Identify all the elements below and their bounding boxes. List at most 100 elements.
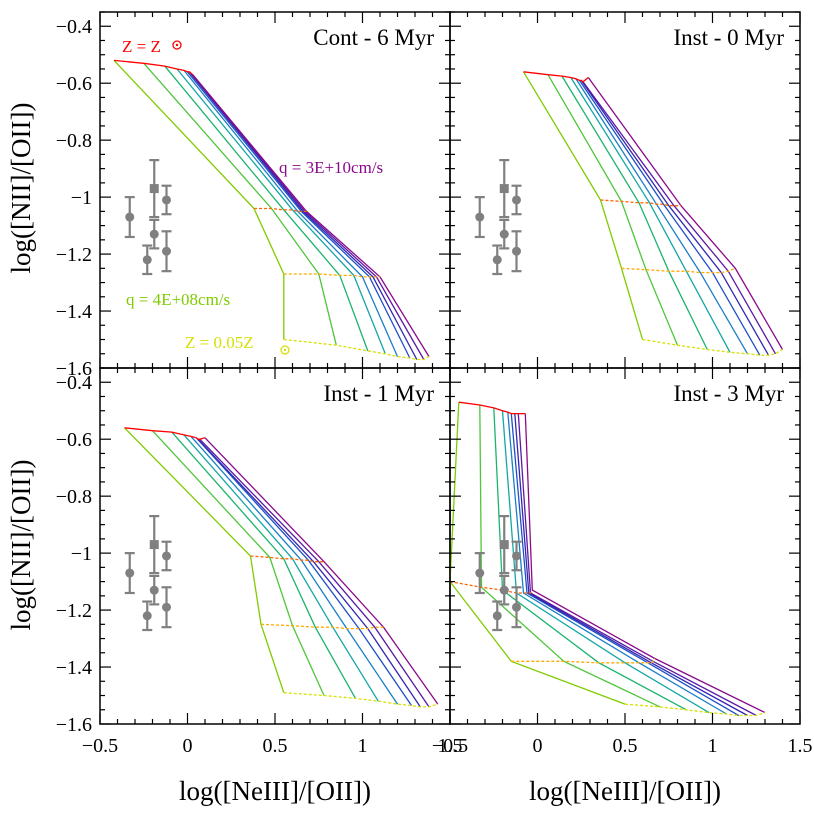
- ionization-line: [479, 404, 661, 708]
- data-point: [512, 246, 521, 256]
- solar-symbol: [172, 40, 182, 50]
- x-tick-label: 1.5: [438, 735, 463, 757]
- ionization-line: [171, 431, 357, 699]
- metallicity-line: [283, 338, 430, 361]
- ionization-line: [514, 413, 748, 717]
- ionization-line: [113, 59, 285, 340]
- metallicity-line: [600, 199, 681, 207]
- ionization-line: [186, 71, 411, 359]
- ionization-line: [547, 74, 679, 346]
- data-point-square: [149, 540, 159, 550]
- data-point-square: [499, 540, 509, 550]
- ionization-line: [176, 68, 386, 355]
- ionization-line: [522, 71, 644, 340]
- ionization-line: [524, 413, 766, 714]
- x-tick-label: 0: [183, 735, 193, 757]
- solar-symbol-dot: [283, 348, 287, 352]
- data-point: [149, 585, 159, 595]
- x-tick-label: −0.5: [82, 735, 118, 757]
- y-tick-label: −1.2: [56, 244, 92, 266]
- x-tick-label: −0.5: [432, 735, 468, 757]
- panel-title: Inst - 1 Myr: [323, 381, 434, 406]
- ionization-line: [183, 434, 379, 702]
- ionization-line: [507, 412, 727, 715]
- data-point: [162, 195, 171, 205]
- y-tick-label: −1: [71, 187, 92, 209]
- metallicity-line: [523, 71, 589, 83]
- metallicity-line: [113, 59, 194, 76]
- annotation-q-low: q = 4E+08cm/s: [126, 290, 230, 309]
- data-point: [162, 246, 171, 256]
- ionization-line: [199, 438, 430, 708]
- ionization-line: [143, 62, 337, 346]
- ionization-line: [192, 74, 430, 357]
- y-tick-label: −0.6: [56, 429, 92, 451]
- x-axis-title-left: log([NeIII]/[OII]): [179, 776, 371, 806]
- ionization-line: [510, 413, 740, 717]
- ionization-line: [587, 77, 784, 350]
- ionization-line: [183, 69, 399, 357]
- ionization-line: [570, 77, 731, 353]
- ionization-line: [195, 437, 413, 706]
- ionization-line: [190, 435, 399, 705]
- panel-title: Inst - 3 Myr: [673, 381, 784, 406]
- x-tick-label: 0.5: [263, 735, 288, 757]
- metallicity-line: [283, 692, 438, 708]
- metallicity-line: [458, 401, 526, 415]
- x-tick-label: 1: [358, 735, 368, 757]
- ionization-line: [561, 75, 708, 350]
- data-point: [492, 611, 502, 621]
- data-point: [512, 551, 521, 561]
- data-point: [162, 551, 171, 561]
- annotation-z-low: Z = 0.05Z: [185, 333, 254, 352]
- ionization-line: [152, 430, 325, 696]
- data-point-square: [149, 184, 159, 194]
- ionization-line: [190, 72, 425, 360]
- x-tick-label: 0: [533, 735, 543, 757]
- metallicity-line: [283, 273, 380, 278]
- y-tick-label: −0.4: [56, 372, 92, 394]
- metallicity-line: [124, 427, 206, 440]
- metallicity-line: [621, 267, 736, 274]
- ionization-line: [164, 65, 369, 352]
- x-tick-label: 1.5: [788, 735, 813, 757]
- metallicity-line: [260, 623, 384, 630]
- data-point-square: [499, 184, 509, 194]
- ionization-line: [578, 80, 761, 356]
- ionization-line: [575, 78, 749, 355]
- annotation-q-high: q = 3E+10cm/s: [279, 158, 383, 177]
- metallicity-line: [449, 580, 533, 594]
- ionization-line: [124, 427, 285, 693]
- data-point: [125, 568, 135, 578]
- data-point: [162, 602, 171, 612]
- ionization-line: [580, 80, 770, 356]
- panel-title: Inst - 0 Myr: [673, 25, 784, 50]
- solar-symbol-dot: [175, 43, 179, 47]
- y-tick-label: −1.4: [56, 657, 92, 679]
- metallicity-line: [624, 703, 766, 717]
- ionization-line: [493, 407, 687, 711]
- data-point: [475, 568, 485, 578]
- y-tick-label: −0.4: [56, 16, 92, 38]
- y-tick-label: −1.4: [56, 301, 92, 323]
- y-tick-label: −1.6: [56, 714, 92, 736]
- ionization-line: [188, 71, 418, 360]
- data-point: [492, 255, 502, 265]
- panel-title: Cont - 6 Myr: [313, 25, 434, 50]
- panel-1: −1.6 −1.4 −1.2 −1 −0.8 −0.6 −0.4 Cont - 6 Myr Z …: [56, 11, 451, 380]
- y-tick-label: −1.6: [56, 358, 92, 380]
- x-axis-title-right: log([NeIII]/[OII]): [529, 776, 721, 806]
- data-point: [512, 195, 521, 205]
- x-tick-label: 1: [708, 735, 718, 757]
- metallicity-line: [250, 555, 324, 563]
- data-point: [125, 212, 135, 222]
- y-axis-title-bottom: log([NII]/[OII]): [6, 460, 36, 631]
- data-point: [499, 585, 509, 595]
- annotation-z-high: Z = Z: [122, 37, 161, 56]
- data-point: [475, 212, 485, 222]
- data-point: [499, 229, 509, 239]
- panel-4: −0.5 0 0.5 1 1.5 Inst - 3 Myr: [432, 367, 813, 757]
- ionization-line: [501, 410, 710, 714]
- panel-3: −1.6 −1.4 −1.2 −1 −0.8 −0.6 −0.4 −0.5 0 0.5 1 1.5 In…: [56, 367, 463, 757]
